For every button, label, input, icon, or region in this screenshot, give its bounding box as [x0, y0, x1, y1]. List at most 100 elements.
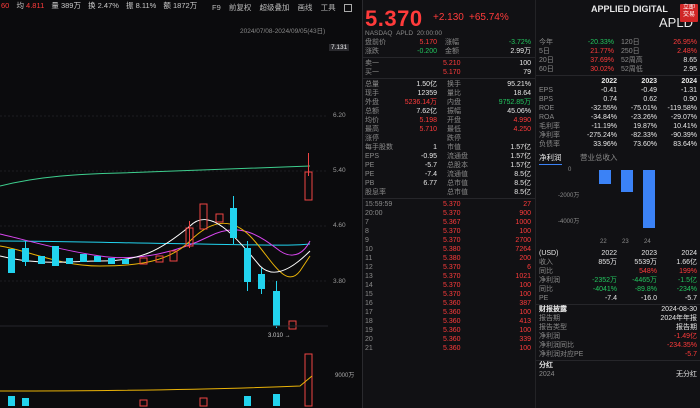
chart-stats-bar: 60 均 4.811 量 389万 换 2.47% 振 8.11% 额 1872…	[0, 0, 362, 14]
dividend-value: 无分红	[676, 371, 697, 378]
tick-row: 8 5.370 100	[365, 227, 533, 236]
price-level: 4.60	[333, 222, 346, 229]
divider	[536, 304, 700, 305]
usd-label: 净利润	[539, 277, 560, 284]
amount-stat: 额 1872万	[163, 1, 198, 10]
trade-now-button[interactable]: 立即交易	[680, 4, 698, 22]
menu-f9[interactable]: F9	[212, 3, 221, 12]
price-level: 5.40	[333, 167, 346, 174]
price-level: 3.80	[333, 278, 346, 285]
stat-row: 总量 1.50亿 换手 95.21%	[365, 80, 533, 89]
tick-time: 16	[365, 300, 373, 307]
stat-label: 振幅	[447, 108, 461, 115]
premarket-row: 盘前价 5.170 涨幅 -3.72%	[365, 38, 533, 47]
tick-row: 20:00 5.370 900	[365, 209, 533, 218]
stat-label: 开盘	[447, 117, 461, 124]
stat-row: 最高 5.710 最低 4.250	[365, 125, 533, 134]
stat-row: 每手股数 1 市值 1.57亿	[365, 143, 533, 152]
performance-row: 60日 30.02% 52周低 2.95	[539, 65, 699, 74]
stat-label: 总量	[365, 81, 379, 88]
fin-value: 73.60%	[633, 141, 657, 148]
usd-label: 同比	[539, 268, 553, 275]
tick-size: 900	[519, 210, 531, 217]
stat-value: 1.57亿	[510, 153, 531, 160]
premarket-row: 涨跌 -0.200 金额 2.99万	[365, 47, 533, 56]
fin-row: 毛利率 -11.19% 19.87% 10.41%	[539, 122, 699, 131]
tab-revenue[interactable]: 营业总收入	[580, 153, 618, 162]
profit-bar[interactable]	[643, 170, 655, 228]
fin-value: -1.31	[681, 87, 697, 94]
perf-label: 20日	[539, 57, 554, 64]
tick-price: 5.370	[443, 228, 461, 235]
stat-label: 涨跌	[365, 48, 379, 55]
perf-label: 今年	[539, 39, 553, 46]
fin-label: 净利率	[539, 132, 560, 139]
stat-value: 8.5亿	[514, 180, 531, 187]
tick-size: 200	[519, 255, 531, 262]
tick-price: 5.370	[443, 237, 461, 244]
usd-value: -16.0	[641, 295, 657, 302]
perf-value: 26.95%	[673, 39, 697, 46]
performance-row: 今年 -20.33% 120日 26.95%	[539, 38, 699, 47]
tick-time: 15:59:59	[365, 201, 393, 208]
price-change-pct: +65.74%	[469, 12, 509, 23]
stat-label: 总市值	[447, 189, 468, 196]
stat-label: 金额	[445, 48, 459, 55]
report-row: 净利润同比 -234.35%	[539, 341, 699, 350]
bid-row[interactable]: 买一 5.170 79	[365, 68, 533, 77]
fin-label: 毛利率	[539, 123, 560, 130]
tick-row: 12 5.370 6	[365, 263, 533, 272]
fin-value: -23.26%	[630, 114, 657, 121]
tick-size: 2700	[515, 237, 531, 244]
fin-value: 33.96%	[593, 141, 617, 148]
menu-tools[interactable]: 工具	[320, 3, 336, 12]
stat-value: 7.62亿	[416, 108, 437, 115]
fin-value: -11.19%	[591, 123, 617, 130]
stat-value: 18.64	[513, 90, 531, 97]
menu-overlay[interactable]: 超级叠加	[259, 3, 290, 12]
tick-size: 100	[519, 345, 531, 352]
company-name: APPLIED DIGITAL	[591, 4, 668, 14]
avg-stat: 均 4.811	[16, 1, 45, 10]
dividend-title: 分红	[539, 362, 553, 369]
report-value: 2024年年报	[660, 315, 697, 322]
fin-value: -29.07%	[670, 114, 697, 121]
price-level: 6.20	[333, 112, 346, 119]
fin-value: -34.84%	[590, 114, 617, 121]
stat-value: 8.5亿	[514, 171, 531, 178]
perf-value: 21.77%	[590, 48, 614, 55]
fin-value: -90.39%	[670, 132, 697, 139]
tick-row: 9 5.370 2700	[365, 236, 533, 245]
stat-value: 5.710	[419, 126, 437, 133]
tick-price: 5.370	[443, 282, 461, 289]
tick-size: 100	[519, 291, 531, 298]
stat-value: 9752.85万	[498, 99, 531, 106]
dividend-year: 2024	[539, 371, 555, 378]
year-header: 2024	[681, 250, 697, 257]
tab-net-profit[interactable]: 净利润	[539, 152, 562, 165]
grid-icon[interactable]	[343, 4, 352, 13]
usd-value: -89.8%	[634, 286, 657, 293]
ask-row[interactable]: 卖一 5.210 100	[365, 59, 533, 68]
menu-adjust[interactable]: 前复权	[228, 3, 252, 12]
panel-divider[interactable]	[362, 0, 363, 408]
fin-label: ROA	[539, 114, 555, 121]
usd-row: 收入 855万 5539万 1.66亿	[539, 258, 699, 267]
tick-price: 5.360	[443, 318, 461, 325]
stat-value: 5236.14万	[404, 99, 437, 106]
tick-time: 8	[365, 228, 369, 235]
menu-draw[interactable]: 画线	[297, 3, 313, 12]
perf-label: 250日	[621, 48, 640, 55]
kline-chart[interactable]: 60 均 4.811 量 389万 换 2.47% 振 8.11% 额 1872…	[0, 0, 362, 408]
stat-row: PB 6.77 总市值 8.5亿	[365, 179, 533, 188]
volume-axis-label: 9000万	[335, 373, 355, 379]
profit-bar[interactable]	[621, 170, 633, 192]
stat-value: -7.4	[424, 171, 437, 178]
profit-axis-tick: -2000万	[558, 193, 580, 199]
tick-size: 100	[519, 228, 531, 235]
dividend-row: 2024 无分红	[539, 370, 699, 379]
price-level-max: 7.131	[329, 44, 350, 51]
profit-bar[interactable]	[599, 170, 611, 184]
stat-value: -0.200	[417, 48, 437, 55]
fundamentals: 今年 -20.33% 120日 26.95% 5日 21.77% 250日 2.48% 20日 3…	[535, 0, 700, 408]
